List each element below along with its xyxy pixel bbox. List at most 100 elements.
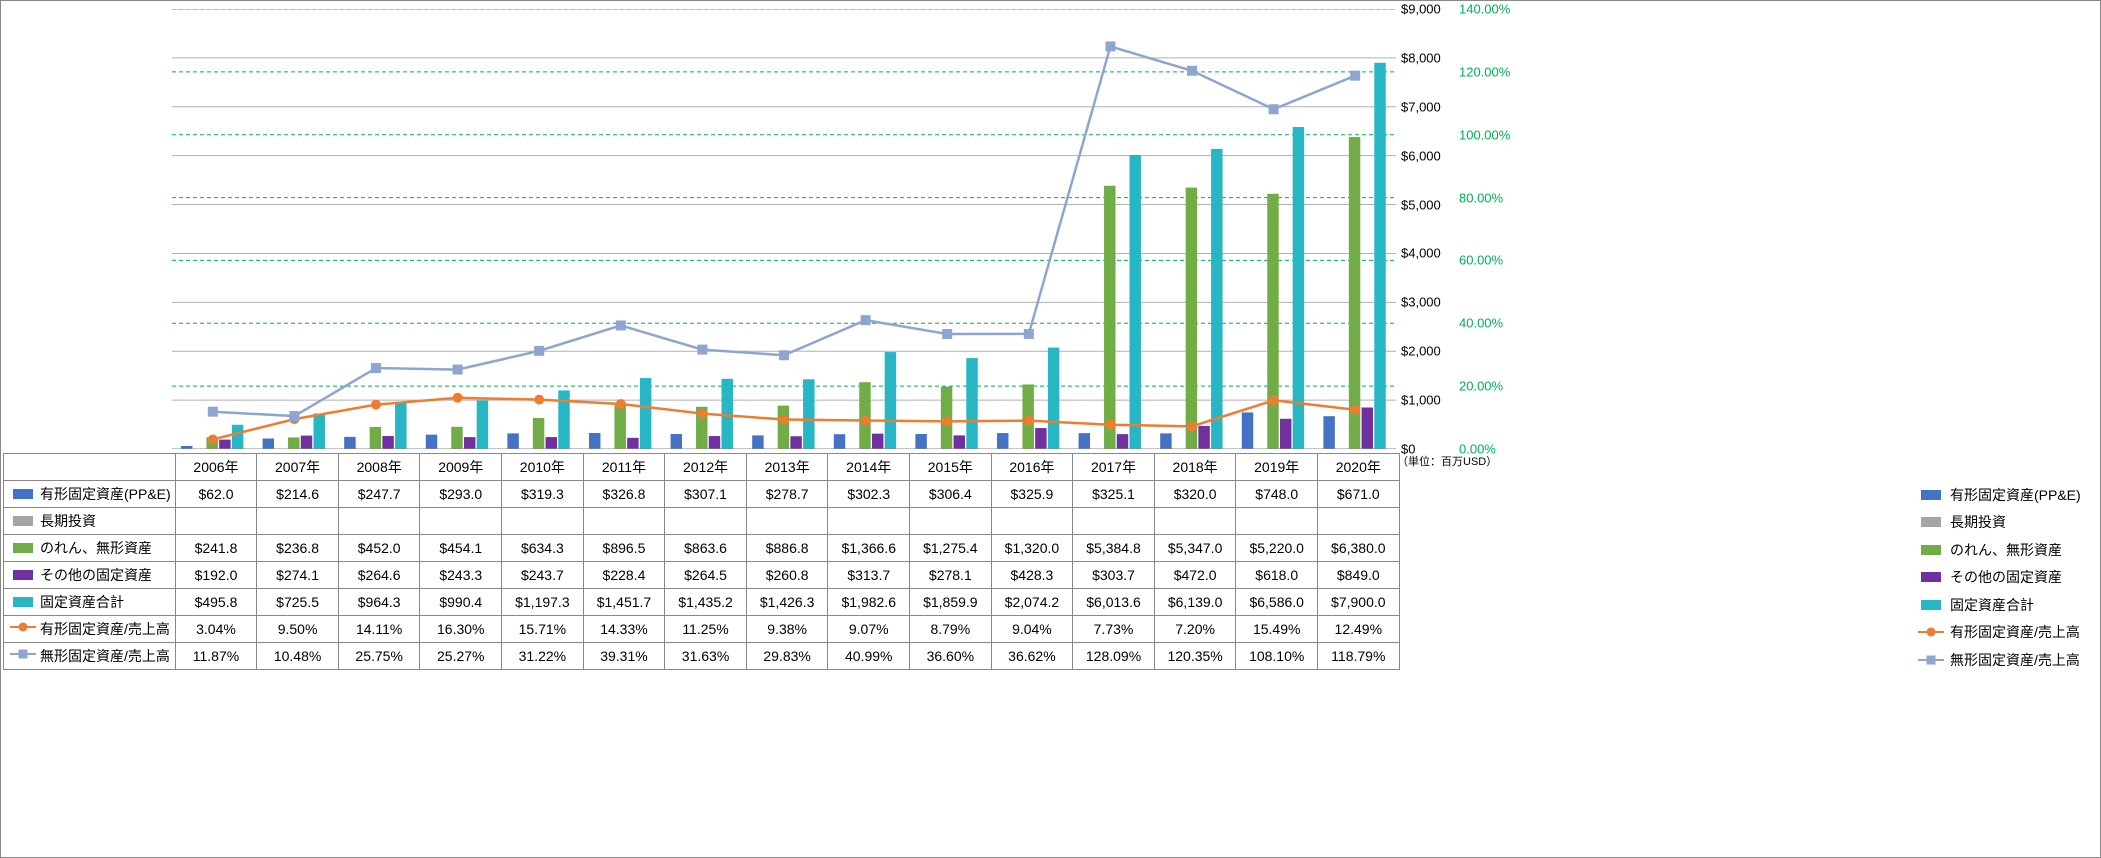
table-corner: [4, 454, 176, 481]
marker-ppe_r: [1105, 420, 1115, 430]
bar-other: [954, 435, 965, 449]
bar-other: [1035, 428, 1046, 449]
line-swatch-icon: [10, 647, 36, 661]
marker-ppe_r: [453, 393, 463, 403]
data-cell: 36.62%: [991, 643, 1073, 670]
marker-int_r: [1105, 41, 1115, 51]
data-cell: [991, 508, 1073, 535]
data-cell: 40.99%: [828, 643, 910, 670]
bar-swatch-icon: [1918, 570, 1944, 584]
data-cell: $319.3: [502, 481, 584, 508]
line-swatch-icon: [10, 620, 36, 634]
marker-int_r: [453, 365, 463, 375]
data-cell: $886.8: [746, 535, 828, 562]
table-row: その他の固定資産$192.0$274.1$264.6$243.3$243.7$2…: [4, 562, 1400, 589]
legend: 有形固定資産(PP&E)長期投資のれん、無形資産その他の固定資産固定資産合計有形…: [1918, 481, 2098, 674]
bar-total: [395, 402, 406, 449]
bar-total: [477, 401, 488, 449]
col-header: 2006年: [175, 454, 257, 481]
col-header: 2020年: [1318, 454, 1400, 481]
data-cell: $5,384.8: [1073, 535, 1155, 562]
col-header: 2012年: [665, 454, 747, 481]
y1-tick-label: $7,000: [1401, 99, 1457, 114]
data-cell: $302.3: [828, 481, 910, 508]
bar-total: [966, 358, 977, 449]
col-header: 2013年: [746, 454, 828, 481]
y1-tick-label: $5,000: [1401, 197, 1457, 212]
data-cell: $863.6: [665, 535, 747, 562]
bar-goodw: [288, 437, 299, 449]
data-cell: [665, 508, 747, 535]
series-label: 有形固定資産(PP&E): [40, 486, 171, 502]
col-header: 2018年: [1154, 454, 1236, 481]
data-cell: $6,586.0: [1236, 589, 1318, 616]
bar-ppe: [752, 435, 763, 449]
bar-total: [1129, 155, 1140, 449]
y2-tick-label: 40.00%: [1459, 316, 1521, 331]
col-header: 2016年: [991, 454, 1073, 481]
data-cell: 9.38%: [746, 616, 828, 643]
y2-tick-label: 120.00%: [1459, 64, 1521, 79]
bar-other: [1198, 426, 1209, 449]
col-header: 2010年: [502, 454, 584, 481]
bar-other: [709, 436, 720, 449]
marker-int_r: [942, 329, 952, 339]
bar-ppe: [589, 433, 600, 449]
marker-int_r: [371, 363, 381, 373]
data-cell: [1236, 508, 1318, 535]
data-cell: $495.8: [175, 589, 257, 616]
data-cell: [910, 508, 992, 535]
data-cell: $849.0: [1318, 562, 1400, 589]
data-cell: $1,435.2: [665, 589, 747, 616]
data-cell: [1073, 508, 1155, 535]
data-cell: $293.0: [420, 481, 502, 508]
data-cell: $264.5: [665, 562, 747, 589]
secondary-y-axis: 0.00%20.00%40.00%60.00%80.00%100.00%120.…: [1459, 9, 1521, 449]
combo-chart: [172, 9, 1396, 449]
marker-ppe_r: [371, 400, 381, 410]
marker-int_r: [697, 345, 707, 355]
y2-tick-label: 80.00%: [1459, 190, 1521, 205]
row-header: 無形固定資産/売上高: [4, 643, 176, 670]
data-cell: $7,900.0: [1318, 589, 1400, 616]
bar-other: [1117, 434, 1128, 449]
legend-item: 長期投資: [1918, 509, 2098, 537]
bar-ppe: [834, 434, 845, 449]
data-cell: $236.8: [257, 535, 339, 562]
legend-label: のれん、無形資産: [1950, 540, 2062, 560]
chart-container: $0$1,000$2,000$3,000$4,000$5,000$6,000$7…: [0, 0, 2101, 858]
bar-swatch-icon: [10, 514, 36, 528]
data-cell: $634.3: [502, 535, 584, 562]
data-cell: $896.5: [583, 535, 665, 562]
data-cell: $1,982.6: [828, 589, 910, 616]
marker-int_r: [1350, 71, 1360, 81]
data-cell: $313.7: [828, 562, 910, 589]
bar-swatch-icon: [1918, 598, 1944, 612]
series-label: 有形固定資産/売上高: [40, 621, 170, 637]
col-header: 2011年: [583, 454, 665, 481]
data-cell: [746, 508, 828, 535]
marker-ppe_r: [779, 415, 789, 425]
legend-label: 長期投資: [1950, 512, 2006, 532]
data-cell: [420, 508, 502, 535]
line-swatch-icon: [1918, 625, 1944, 639]
bar-ppe: [344, 437, 355, 449]
data-cell: $1,451.7: [583, 589, 665, 616]
data-cell: [175, 508, 257, 535]
bar-goodw: [614, 405, 625, 449]
bar-total: [885, 352, 896, 449]
y2-tick-label: 140.00%: [1459, 2, 1521, 17]
bar-other: [627, 438, 638, 449]
marker-ppe_r: [1269, 395, 1279, 405]
data-cell: $306.4: [910, 481, 992, 508]
bar-total: [1048, 348, 1059, 449]
data-cell: $452.0: [338, 535, 420, 562]
y2-tick-label: 20.00%: [1459, 379, 1521, 394]
marker-int_r: [534, 346, 544, 356]
data-cell: 8.79%: [910, 616, 992, 643]
marker-ppe_r: [942, 416, 952, 426]
bar-ppe: [915, 434, 926, 449]
series-label: 長期投資: [40, 513, 96, 529]
table-row: 固定資産合計$495.8$725.5$964.3$990.4$1,197.3$1…: [4, 589, 1400, 616]
data-cell: 9.50%: [257, 616, 339, 643]
